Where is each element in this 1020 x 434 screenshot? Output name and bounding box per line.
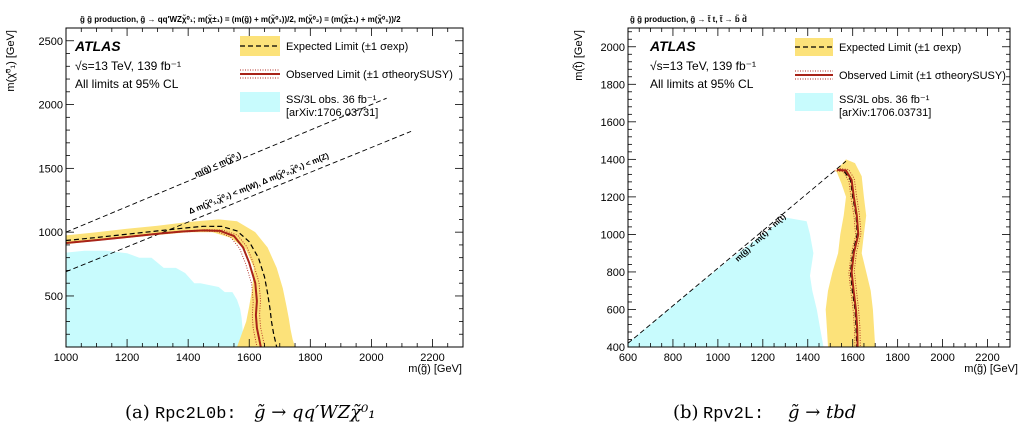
panel-b-ytick-label: 1800 <box>601 79 625 91</box>
panel-a: g̃ g̃ production, g̃ → qq′WZχ̃⁰₁; m(χ̃±₁… <box>5 15 464 424</box>
panel-b-atlas-label: ATLAS <box>649 38 696 54</box>
panel-a-energy-label: √s=13 TeV, 139 fb⁻¹ <box>75 59 181 73</box>
panel-a-legend: Expected Limit (±1 σexp) Observed Limit … <box>240 36 453 119</box>
panel-a-expected-band <box>66 219 295 347</box>
panel-b-ytick-label: 1200 <box>601 192 625 204</box>
legend-previous-text-2: [arXiv:1706.03731] <box>839 107 931 119</box>
legend-previous-swatch <box>795 93 833 111</box>
panel-a-xtick-label: 1200 <box>115 352 139 364</box>
panel-b-xtick-label: 600 <box>619 352 637 364</box>
panel-b-caption-label: (b) <box>673 402 699 423</box>
panel-a-observed-line <box>66 229 262 347</box>
panel-a-atlas-label: ATLAS <box>74 38 121 54</box>
panel-a-xtick-label: 1400 <box>176 352 200 364</box>
panel-b-previous-limit-region <box>628 217 824 347</box>
legend-expected-text: Expected Limit (±1 σexp) <box>839 42 961 54</box>
legend-previous-text-1: SS/3L obs. 36 fb⁻¹ <box>839 94 930 106</box>
panel-a-caption-formula: g̃ → qq′WZχ̃⁰₁ <box>254 402 376 423</box>
panel-b-legend: Expected Limit (±1 σexp) Observed Limit … <box>795 38 1006 119</box>
panel-a-expected-line <box>66 225 278 347</box>
panel-b-cl-label: All limits at 95% CL <box>650 77 754 91</box>
panel-a-cl-label: All limits at 95% CL <box>75 77 179 91</box>
panel-b-observed-theory-down <box>839 168 862 346</box>
panel-b-xtick-label: 800 <box>664 352 682 364</box>
panel-b-xtick-label: 2000 <box>930 352 954 364</box>
panel-b-ylabel: m(t̃) [GeV] <box>572 30 585 81</box>
panel-a-ytick-label: 500 <box>45 291 63 303</box>
panel-b-xtick-label: 1200 <box>751 352 775 364</box>
panel-a-ticks: 1000 1200 1400 1600 1800 2000 2200 500 1000 1500 2… <box>39 27 464 364</box>
panel-b-xtick-label: 1600 <box>840 352 864 364</box>
panel-a-ytick-label: 2000 <box>39 100 63 112</box>
panel-b-plot-area <box>628 159 876 347</box>
panel-b-ytick-label: 2000 <box>601 42 625 54</box>
panel-a-xtick-label: 1600 <box>237 352 261 364</box>
panel-b-xtick-label: 1400 <box>796 352 820 364</box>
panel-b-ytick-label: 1400 <box>601 154 625 166</box>
panel-b-boundary-line-1 <box>628 160 847 344</box>
panel-a-plot-area <box>66 97 412 347</box>
panel-b-ytick-label: 600 <box>607 304 625 316</box>
legend-expected-text: Expected Limit (±1 σexp) <box>286 41 408 53</box>
panel-a-ytick-label: 2500 <box>39 36 63 48</box>
panel-a-ylabel: m(χ̃⁰₁) [GeV] <box>5 30 17 92</box>
panel-a-xtick-label: 1800 <box>298 352 322 364</box>
panel-a-boundary-line-1 <box>66 97 387 233</box>
panel-b: g̃ g̃ production, g̃ → t̃ t, t̃ → b̃ d̃ … <box>572 15 1018 424</box>
legend-previous-text-2: [arXiv:1706.03731] <box>286 107 378 119</box>
panel-a-xtick-label: 2200 <box>420 352 444 364</box>
panel-b-caption-name: Rpv2L: <box>703 405 764 424</box>
panel-b-ytick-label: 800 <box>607 267 625 279</box>
panel-a-boundary-line-2 <box>66 130 412 273</box>
panel-b-xtick-label: 2200 <box>975 352 999 364</box>
panel-a-ytick-label: 1500 <box>39 163 63 175</box>
panel-b-xlabel: m(g̃) [GeV] <box>964 363 1018 375</box>
panel-b-header: g̃ g̃ production, g̃ → t̃ t, t̃ → b̃ d̃ <box>630 15 747 24</box>
panel-a-xtick-label: 1000 <box>54 352 78 364</box>
panel-b-ytick-label: 400 <box>607 342 625 354</box>
panel-b-caption-formula: g̃ → tbd <box>788 402 856 423</box>
legend-observed-text: Observed Limit (±1 σtheorySUSY) <box>839 70 1006 82</box>
panel-b-ytick-label: 1600 <box>601 117 625 129</box>
panel-b-ticks: 600 800 1000 1200 1400 1600 1800 2000 2200400600… <box>601 28 1011 364</box>
panel-a-caption-label: (a) <box>125 402 150 423</box>
panel-a-annotation-2: Δ m(χ̃⁰₁,χ̃⁰₂) < m(W), Δ m(χ̃⁰₂,χ̃⁰₁) < … <box>187 151 330 216</box>
panel-b-energy-label: √s=13 TeV, 139 fb⁻¹ <box>650 59 756 73</box>
panel-a-xlabel: m(g̃) [GeV] <box>408 363 462 375</box>
panel-a-caption-name: Rpc2L0b: <box>155 405 237 424</box>
panel-b-xtick-label: 1000 <box>706 352 730 364</box>
legend-previous-text-1: SS/3L obs. 36 fb⁻¹ <box>286 94 377 106</box>
panel-a-observed-theory-down <box>69 229 265 347</box>
panel-a-header: g̃ g̃ production, g̃ → qq′WZχ̃⁰₁; m(χ̃±₁… <box>80 15 401 24</box>
panel-b-observed-theory-up <box>834 170 857 347</box>
panel-a-xtick-label: 2000 <box>359 352 383 364</box>
panel-b-ytick-label: 1000 <box>601 229 625 241</box>
panel-b-observed-line <box>836 168 860 347</box>
panel-a-observed-theory-up <box>66 230 258 347</box>
panel-a-annotation-1: m(g̃) < m(χ̃⁰₁) <box>193 150 243 179</box>
panel-a-ytick-label: 1000 <box>39 227 63 239</box>
legend-observed-text: Observed Limit (±1 σtheorySUSY) <box>286 69 453 81</box>
panel-a-previous-limit-region <box>66 250 247 347</box>
panel-b-xtick-label: 1800 <box>885 352 909 364</box>
panel-b-expected-band <box>825 159 876 347</box>
legend-previous-swatch <box>240 92 280 112</box>
